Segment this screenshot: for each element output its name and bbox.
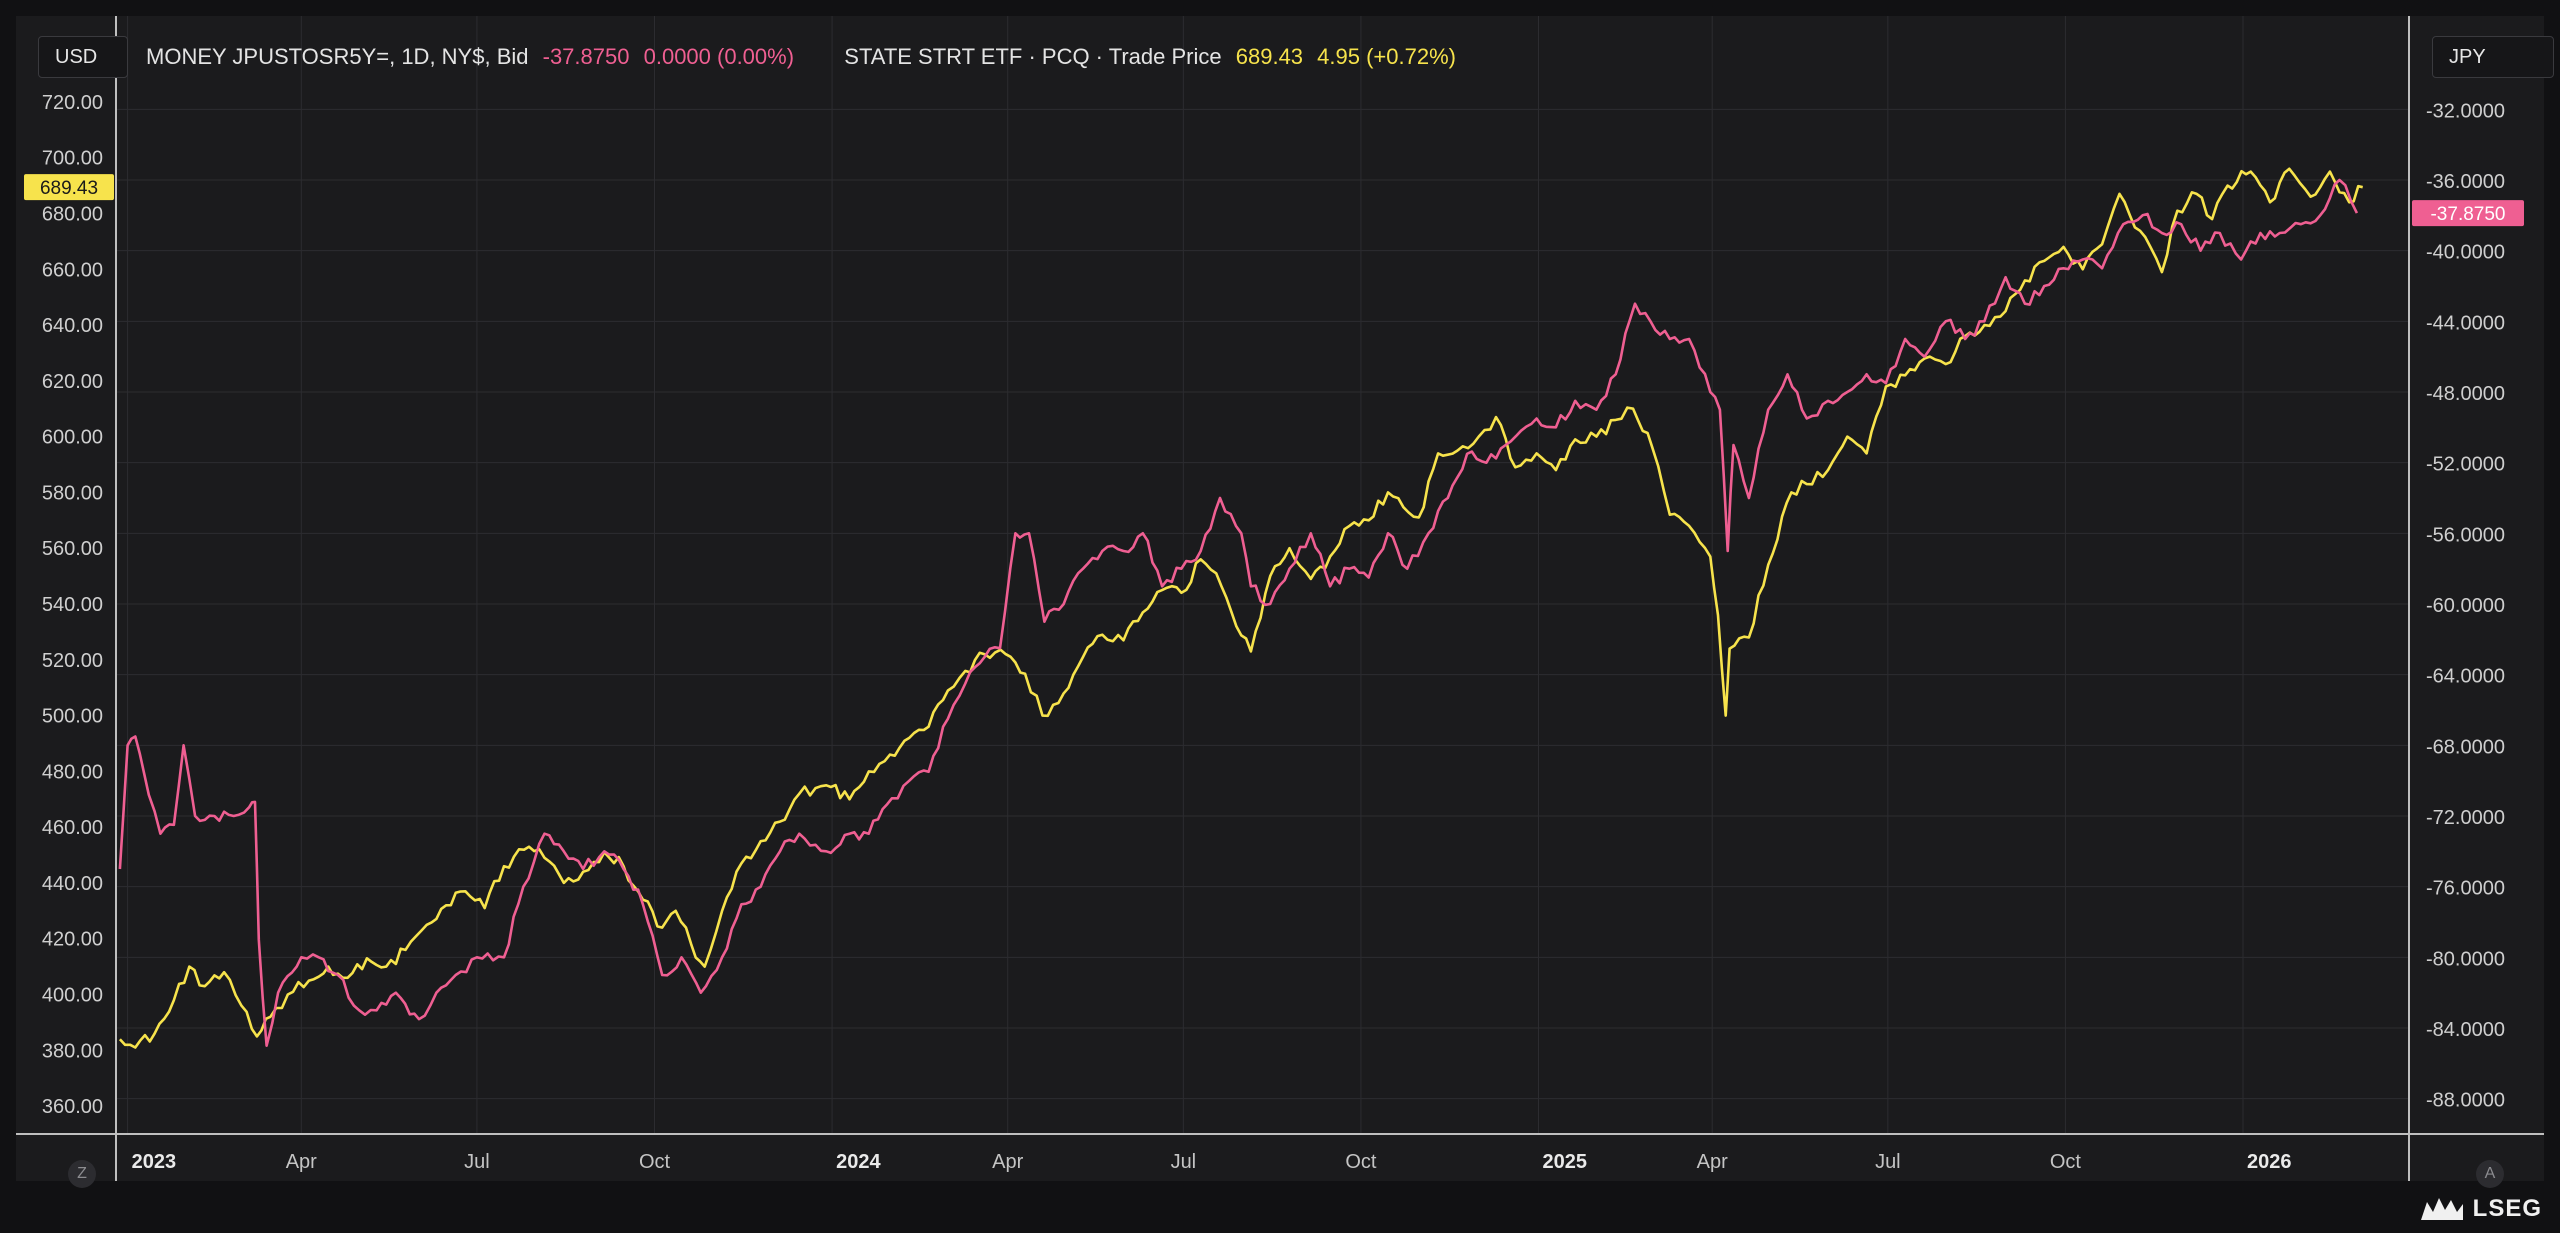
series-line-etf-price	[118, 167, 2363, 1049]
x-axis: 2023 Apr Jul Oct 2024 Apr Jul Oct 2025 Apr Jul Oct 2…	[132, 1151, 2292, 1173]
x-axis-tick-label: Jul	[464, 1151, 490, 1173]
left-axis-tick-label: 420.00	[42, 929, 103, 951]
legend-series2-change: 4.95 (+0.72%)	[1317, 44, 1456, 69]
x-axis-tick-label: 2025	[1543, 1151, 1588, 1173]
zoom-button[interactable]: Z	[68, 1160, 96, 1188]
left-axis-tick-label: 440.00	[42, 873, 103, 895]
x-axis-tick-label: Apr	[992, 1151, 1023, 1173]
left-axis-tick-label: 380.00	[42, 1040, 103, 1062]
chart-panel: 360.00 380.00 400.00 420.00 440.00 460.00 480.…	[16, 16, 2554, 1188]
x-axis-tick-label: Oct	[1345, 1151, 1377, 1173]
legend: MONEY JPUSTOSR5Y=, 1D, NY$, Bid -37.8750…	[146, 44, 1464, 70]
right-last-value-badge	[2412, 200, 2524, 227]
left-axis-tick-label: 520.00	[42, 650, 103, 672]
right-axis-tick-label: -52.0000	[2426, 454, 2505, 476]
right-axis-tick-label: -40.0000	[2426, 242, 2505, 264]
last-value-badges: 689.43 -37.8750	[24, 174, 2524, 227]
right-last-value-label: -37.8750	[2430, 204, 2505, 225]
right-axis-tick-label: -80.0000	[2426, 948, 2505, 970]
brand-name: LSEG	[2472, 1195, 2542, 1222]
right-axis-tick-label: -76.0000	[2426, 878, 2505, 900]
left-axis: 360.00 380.00 400.00 420.00 440.00 460.00 480.…	[42, 92, 103, 1118]
x-axis-tick-label: 2023	[132, 1151, 177, 1173]
left-axis-tick-label: 480.00	[42, 761, 103, 783]
left-axis-tick-label: 700.00	[42, 148, 103, 170]
x-axis-tick-label: Oct	[2050, 1151, 2082, 1173]
left-last-value-label: 689.43	[40, 178, 98, 199]
right-axis-tick-label: -36.0000	[2426, 171, 2505, 193]
left-axis-tick-label: 680.00	[42, 203, 103, 225]
x-axis-tick-label: Apr	[286, 1151, 317, 1173]
price-chart[interactable]: 360.00 380.00 400.00 420.00 440.00 460.00 480.…	[16, 16, 2544, 1181]
x-axis-tick-label: 2026	[2247, 1151, 2292, 1173]
left-axis-tick-label: 560.00	[42, 538, 103, 560]
series-line-money-bid	[118, 178, 2359, 1047]
left-axis-tick-label: 580.00	[42, 482, 103, 504]
x-axis-tick-label: Jul	[1171, 1151, 1197, 1173]
left-last-value-badge	[24, 174, 114, 201]
left-axis-tick-label: 720.00	[42, 92, 103, 114]
brand: LSEG	[2419, 1191, 2542, 1227]
left-axis-tick-label: 460.00	[42, 817, 103, 839]
auto-scale-button[interactable]: A	[2476, 1160, 2504, 1188]
legend-series1-change: 0.0000 (0.00%)	[643, 44, 795, 69]
legend-series2-value: 689.43	[1235, 44, 1304, 69]
x-axis-tick-label: Apr	[1697, 1151, 1728, 1173]
right-axis-tick-label: -44.0000	[2426, 312, 2505, 334]
left-axis-tick-label: 400.00	[42, 985, 103, 1007]
left-axis-tick-label: 500.00	[42, 706, 103, 728]
right-axis-tick-label: -32.0000	[2426, 100, 2505, 122]
left-axis-tick-label: 540.00	[42, 594, 103, 616]
right-axis-tick-label: -88.0000	[2426, 1090, 2505, 1112]
left-axis-tick-label: 660.00	[42, 259, 103, 281]
x-axis-tick-label: 2024	[836, 1151, 881, 1173]
right-axis-tick-label: -48.0000	[2426, 383, 2505, 405]
right-axis-tick-label: -68.0000	[2426, 736, 2505, 758]
x-axis-tick-label: Jul	[1875, 1151, 1901, 1173]
series-lines	[118, 167, 2363, 1049]
right-axis-tick-label: -60.0000	[2426, 595, 2505, 617]
right-axis-tick-label: -84.0000	[2426, 1019, 2505, 1041]
legend-series2-name: STATE STRT ETF · PCQ · Trade Price	[844, 44, 1222, 69]
left-axis-tick-label: 360.00	[42, 1096, 103, 1118]
left-axis-tick-label: 640.00	[42, 315, 103, 337]
legend-series1-name: MONEY JPUSTOSR5Y=, 1D, NY$, Bid	[146, 44, 529, 69]
right-axis-tick-label: -72.0000	[2426, 807, 2505, 829]
legend-series1-value: -37.8750	[542, 44, 630, 69]
right-axis: -88.0000 -84.0000 -80.0000 -76.0000 -72.0000…	[2426, 100, 2505, 1111]
left-axis-tick-label: 600.00	[42, 427, 103, 449]
right-axis-tick-label: -56.0000	[2426, 524, 2505, 546]
x-axis-tick-label: Oct	[639, 1151, 671, 1173]
grid	[16, 16, 2544, 1181]
lseg-logo-icon	[2420, 1198, 2463, 1220]
left-axis-tick-label: 620.00	[42, 371, 103, 393]
right-currency-selector[interactable]: JPY	[2432, 36, 2554, 78]
right-axis-tick-label: -64.0000	[2426, 666, 2505, 688]
left-currency-selector[interactable]: USD	[38, 36, 128, 78]
